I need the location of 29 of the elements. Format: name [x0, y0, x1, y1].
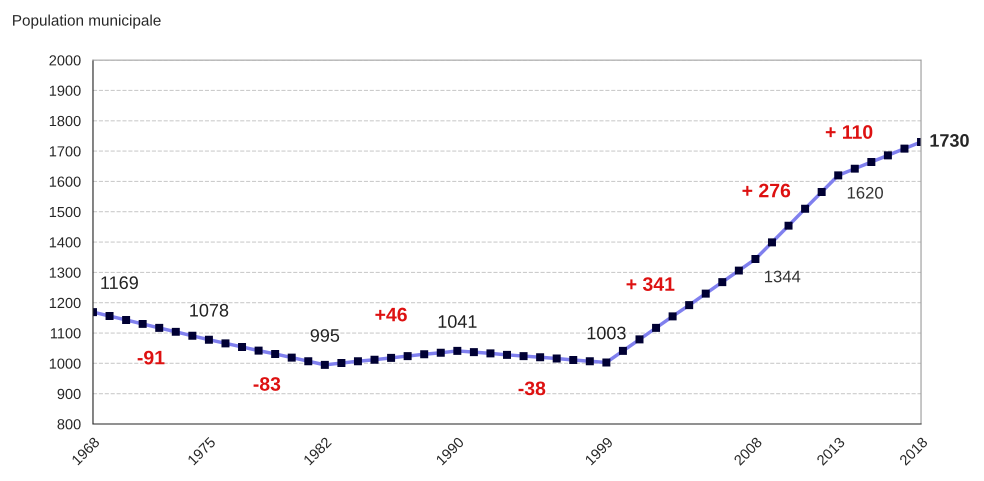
- y-tick-label: 900: [58, 388, 81, 400]
- annotation: -38: [518, 381, 546, 396]
- y-tick-label: 1200: [50, 298, 81, 308]
- y-tick-label: 1300: [50, 267, 81, 278]
- y-tick-label: 1800: [50, 116, 81, 126]
- annotation: + 276: [742, 184, 790, 198]
- data-label: 1041: [438, 315, 477, 328]
- y-tick-label: 1400: [50, 237, 81, 248]
- y-tick-label: 1500: [50, 206, 81, 218]
- data-label: 1078: [190, 304, 228, 317]
- y-tick-label: 1600: [50, 176, 81, 187]
- y-tick-label: 1000: [50, 358, 81, 369]
- data-label: 1620: [848, 186, 883, 199]
- y-tick-label: 1900: [50, 86, 81, 96]
- data-label: 1169: [101, 276, 138, 290]
- annotation: -91: [138, 350, 164, 364]
- y-axis-title: Population municipale: [13, 14, 161, 29]
- y-tick-label: 2000: [49, 55, 81, 66]
- data-label: 1730: [930, 134, 969, 147]
- annotation: -83: [254, 377, 280, 391]
- y-tick-label: 800: [57, 419, 81, 430]
- data-label: 1344: [765, 270, 800, 282]
- annotation: + 341: [626, 277, 674, 291]
- data-label: 1003: [588, 326, 626, 340]
- y-tick-label: 1700: [50, 146, 81, 157]
- annotation: +46: [375, 308, 407, 322]
- data-label: 995: [310, 329, 340, 342]
- annotation: + 110: [826, 125, 872, 139]
- y-tick-label: 1100: [50, 328, 81, 338]
